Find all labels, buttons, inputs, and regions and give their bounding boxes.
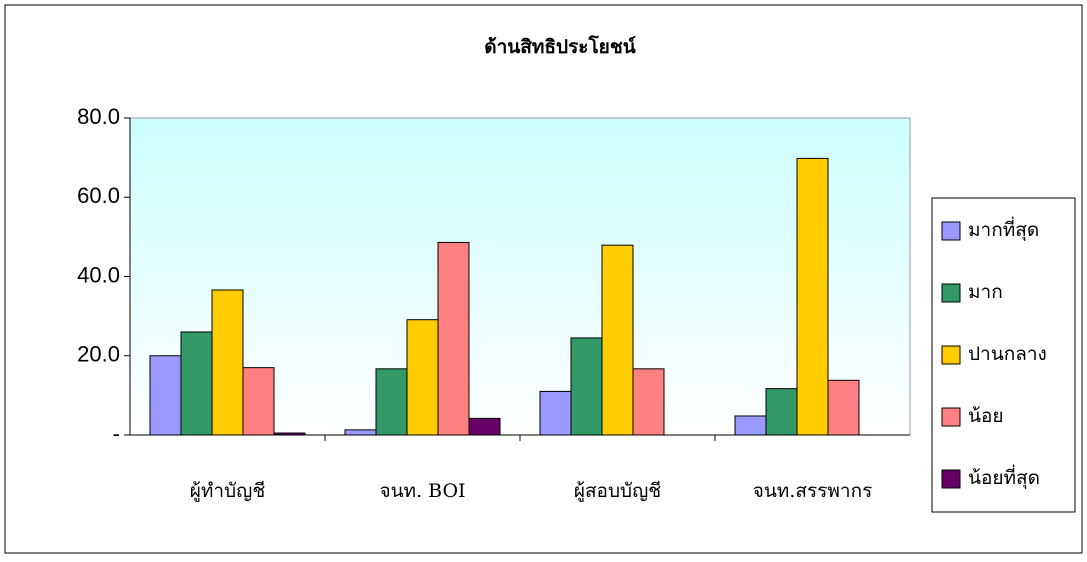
- bar: [734, 415, 767, 436]
- bar: [765, 388, 798, 436]
- bar: [273, 432, 306, 436]
- legend-label: ปานกลาง: [968, 343, 1047, 365]
- bar: [406, 319, 439, 436]
- legend-swatch: [941, 345, 961, 365]
- bar: [344, 429, 377, 436]
- bar: [539, 390, 572, 436]
- bar: [827, 379, 860, 436]
- x-tick-label: จนท. BOI: [379, 480, 465, 502]
- x-tick-label: จนท.สรรพากร: [753, 480, 873, 502]
- bar: [796, 157, 829, 436]
- bar: [437, 241, 470, 436]
- legend-swatch: [941, 221, 961, 241]
- y-tick-label: -: [113, 421, 120, 446]
- chart-border: [4, 4, 1083, 554]
- bar: [180, 331, 213, 436]
- y-tick-label: 40.0: [77, 262, 120, 287]
- legend-swatch: [941, 283, 961, 303]
- y-tick-label: 20.0: [77, 342, 120, 367]
- bar: [570, 337, 603, 436]
- legend-swatch: [941, 469, 961, 489]
- bar: [468, 417, 501, 436]
- legend-swatch: [941, 407, 961, 427]
- bar: [601, 244, 634, 436]
- y-tick-label: 80.0: [77, 104, 120, 129]
- legend-label: มาก: [968, 281, 1003, 303]
- legend-label: น้อยที่สุด: [968, 464, 1040, 490]
- x-tick-label: ผู้สอบบัญชี: [574, 480, 661, 502]
- legend-label: น้อย: [968, 405, 1004, 427]
- bar: [211, 289, 244, 436]
- chart-title: ด้านสิทธิประโยชน์: [484, 35, 636, 58]
- bar: [242, 367, 275, 436]
- bar: [149, 355, 182, 436]
- x-tick-label: ผู้ทำบัญชี: [190, 480, 266, 502]
- bar: [375, 368, 408, 436]
- y-tick-label: 60.0: [77, 183, 120, 208]
- bar: [632, 368, 665, 436]
- legend-label: มากที่สุด: [968, 216, 1039, 242]
